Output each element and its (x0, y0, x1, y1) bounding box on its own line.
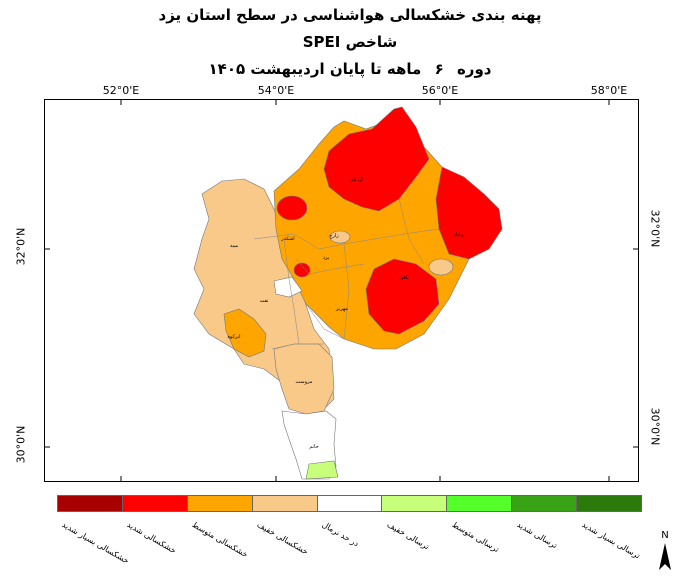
legend-label-moderate-drought: خشکسالی متوسط (190, 520, 250, 560)
legend-label-mild-drought: خشکسالی خفیف (255, 520, 310, 557)
label-ardakan: اردکان (349, 177, 363, 183)
label-bafq: بافق (399, 275, 408, 281)
legend-label-extreme-drought: خشکسالی بسیار شدید (60, 520, 131, 566)
label-ashkezar: اشکذر (280, 236, 294, 242)
legend-swatch-extreme-wet (577, 496, 642, 511)
north-arrow: N (650, 530, 680, 575)
legend-swatch-severe-wet (512, 496, 578, 511)
lon-tick-54: 54°0'E (257, 84, 295, 97)
zone-mild-north-patch (329, 230, 351, 244)
label-zarch: زارچ (329, 233, 339, 239)
zone-severe-bahabad (435, 166, 503, 260)
zone-moderate-abarkuh (223, 308, 267, 358)
legend-swatch-mild-drought (252, 496, 318, 511)
lat-tick-32-right: 32°0'N (648, 209, 662, 248)
lon-tick-52: 52°0'E (102, 84, 140, 97)
legend-swatch-extreme-drought (58, 496, 123, 511)
legend-label-normal: در حد نرمال (320, 520, 361, 549)
lon-tick-56: 56°0'E (421, 84, 459, 97)
label-taft: تفت (260, 298, 269, 304)
zone-severe-north-west (276, 195, 308, 221)
legend-swatch-normal (317, 496, 383, 511)
label-bahabad: بهاباد (454, 232, 464, 238)
drought-map: اردکان بهاباد اشکذر میبد زارچ یزد بافق ت… (44, 99, 639, 482)
lat-tick-32-left: 32°0'N (14, 227, 28, 266)
legend-label-extreme-wet: ترسالی بسیار شدید (580, 520, 642, 561)
map-title: پهنه بندی خشکسالی هواشناسی در سطح استان … (158, 6, 542, 24)
lat-tick-30-left: 30°0'N (14, 425, 28, 464)
period-subtitle: دوره ۶ ماهه تا پایان اردیبهشت ۱۴۰۵ (0, 60, 700, 78)
zone-severe-bafq (365, 258, 440, 335)
legend-swatch-severe-drought (122, 496, 188, 511)
zone-mild-east-patch (428, 258, 454, 276)
legend-label-severe-wet: ترسالی شدید (515, 520, 559, 551)
label-abarkuh: ابرکوه (227, 334, 240, 340)
legend-bar (57, 495, 642, 512)
zone-wet-mild-khatam (305, 460, 339, 480)
label-marvast: مروست (296, 379, 313, 385)
lat-tick-30-right: 30°0'N (648, 407, 662, 446)
legend-swatch-moderate-wet (447, 496, 513, 511)
period-word: دوره (456, 60, 492, 78)
legend-label-severe-drought: خشکسالی شدید (125, 520, 178, 556)
zone-severe-yazd (293, 262, 311, 278)
period-rest: ماهه تا پایان اردیبهشت ۱۴۰۵ (208, 60, 422, 78)
label-mehriz: مهریز (335, 306, 348, 312)
period-number: ۶ (434, 60, 444, 78)
index-subtitle: شاخص SPEI (302, 33, 398, 51)
legend-label-moderate-wet: ترسالی متوسط (450, 520, 501, 555)
label-yazd: یزد (323, 255, 330, 261)
legend-swatch-moderate-drought (187, 496, 253, 511)
legend-label-mild-wet: ترسالی خفیف (385, 520, 431, 552)
label-meybod: میبد (230, 243, 239, 249)
lon-tick-58: 58°0'E (590, 84, 628, 97)
zone-severe-ardakan (323, 106, 430, 212)
legend-swatch-mild-wet (382, 496, 448, 511)
north-label: N (661, 530, 669, 541)
label-khatam: خاتم (309, 444, 318, 450)
north-arrow-icon (659, 543, 671, 570)
